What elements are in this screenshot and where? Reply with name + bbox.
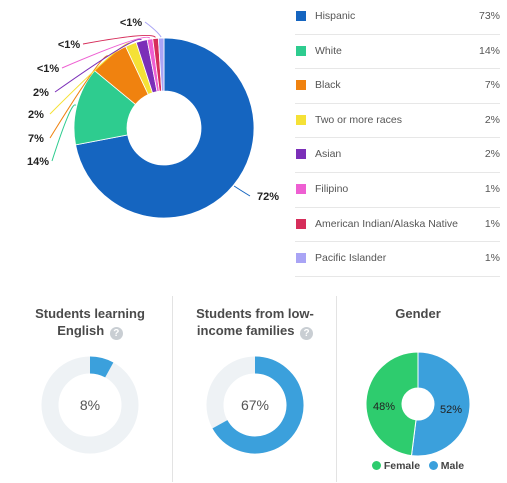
slice-label-pacific-islander: <1% (120, 17, 143, 29)
legend-label: Hispanic (315, 10, 356, 22)
female-legend-dot (371, 461, 381, 470)
legend-percent: 1% (484, 217, 500, 230)
legend-label: Pacific Islander (315, 252, 387, 265)
legend-percent: 1% (484, 182, 500, 195)
donut-slice-pacific-islander[interactable] (157, 37, 165, 92)
legend-label: Black (315, 79, 341, 92)
low-income-panel: Students from low- income families ? 67% (180, 300, 330, 478)
english-learners-title-line2: English (57, 323, 105, 338)
legend-label: American Indian/Alaska Native (315, 217, 458, 230)
legend-percent: 2% (484, 113, 500, 126)
legend-row-pacific-islander[interactable]: Pacific Islander 1% (295, 242, 500, 277)
legend-label: White (315, 44, 342, 57)
legend-percent: 14% (478, 44, 500, 57)
low-income-title-line1: Students from low- (196, 306, 314, 321)
slice-label-american-indian-alaska-native: <1% (58, 39, 81, 51)
legend-row-hispanic[interactable]: Hispanic 73% (295, 0, 500, 35)
gender-slice-male[interactable] (410, 351, 471, 457)
legend-row-white[interactable]: White 14% (295, 35, 500, 70)
legend-label: Two or more races (315, 113, 402, 126)
slice-label-hispanic: 72% (257, 191, 279, 203)
english-learners-panel: Students learning English ? 8% (15, 300, 165, 478)
panel-divider (172, 296, 173, 482)
legend-percent: 1% (484, 252, 500, 265)
english-learners-donut: 8% (41, 356, 139, 454)
ethnicity-legend: Hispanic 73% White 14% Black 7% Two or more ra… (295, 0, 500, 277)
legend-swatch (296, 11, 306, 21)
legend-row-asian[interactable]: Asian 2% (295, 138, 500, 173)
male-legend-label: Male (440, 460, 465, 472)
legend-label: Asian (315, 148, 342, 161)
english-learners-title: Students learning English ? (15, 305, 165, 340)
legend-row-filipino[interactable]: Filipino 1% (295, 173, 500, 208)
leader-line-hispanic (233, 185, 251, 197)
slice-label-filipino: <1% (37, 63, 60, 75)
leader-line-pacific-islander (144, 21, 162, 38)
leader-line-white (51, 104, 77, 162)
gender-title: Gender (395, 306, 441, 321)
legend-swatch (296, 114, 306, 125)
low-income-title-line2: income families (196, 323, 295, 338)
help-icon[interactable]: ? (300, 327, 314, 340)
gender-panel: Gender 48% 52% Female Male (343, 300, 493, 478)
slice-label-asian: 2% (33, 87, 49, 99)
low-income-title: Students from low- income families ? (180, 305, 330, 340)
legend-row-black[interactable]: Black 7% (295, 69, 500, 104)
low-income-donut: 67% (206, 356, 304, 454)
slice-label-black: 7% (28, 133, 44, 145)
help-icon[interactable]: ? (109, 327, 123, 340)
male-legend-dot (428, 461, 438, 470)
slice-label-two-or-more-races: 2% (28, 109, 44, 121)
ethnicity-donut-chart: 72% 14% 7% 2% 2% <1% <1% <1% (27, 17, 279, 219)
gender-slice-female[interactable] (365, 351, 419, 457)
legend-row-two-or-more-races[interactable]: Two or more races 2% (295, 104, 500, 139)
leader-line-filipino (61, 36, 151, 69)
gender-label-male: 52% (440, 404, 462, 416)
english-learners-title-line1: Students learning (35, 306, 145, 321)
female-legend-label: Female (383, 460, 421, 472)
panel-divider (336, 296, 337, 482)
english-learners-ring-fill[interactable] (89, 356, 114, 378)
legend-swatch (296, 253, 306, 264)
legend-row-american-indian-alaska-native[interactable]: American Indian/Alaska Native 1% (295, 208, 500, 243)
gender-label-female: 48% (373, 401, 395, 413)
legend-swatch (296, 149, 306, 160)
legend-swatch (296, 218, 306, 229)
legend-label: Filipino (315, 182, 349, 195)
english-learners-center-value: 8% (80, 397, 100, 413)
legend-percent: 7% (484, 79, 500, 92)
legend-percent: 2% (484, 148, 500, 161)
legend-swatch (296, 183, 306, 194)
legend-percent: 73% (478, 10, 500, 22)
donut-slice-hispanic[interactable] (75, 37, 255, 219)
leader-line-asian (54, 38, 142, 93)
gender-legend: Female Male (343, 460, 493, 472)
gender-pie-chart: 48% 52% (365, 351, 471, 457)
legend-swatch (296, 80, 306, 91)
legend-swatch (296, 45, 306, 56)
low-income-center-value: 67% (241, 397, 269, 413)
slice-label-white: 14% (27, 156, 49, 168)
low-income-ring-fill[interactable] (212, 356, 304, 454)
leader-line-american-indian-alaska-native (82, 34, 156, 45)
